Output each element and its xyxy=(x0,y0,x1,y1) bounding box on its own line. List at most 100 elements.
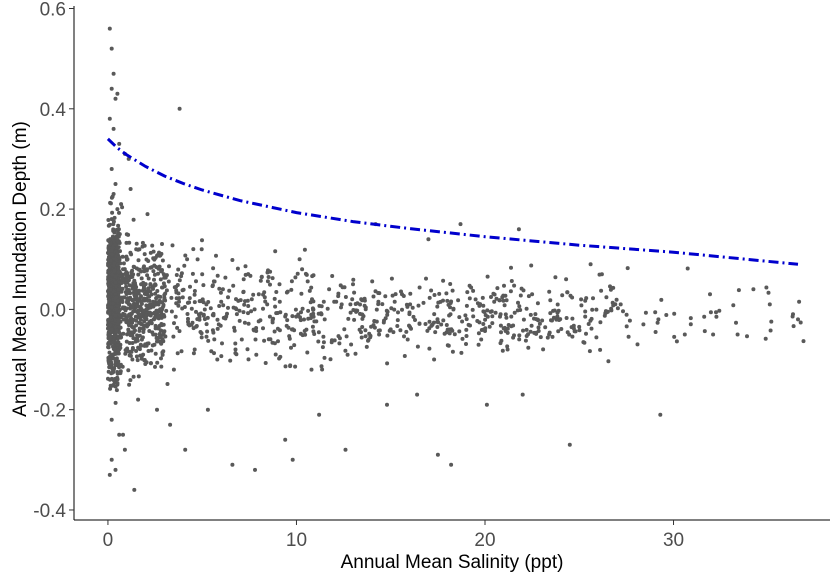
data-point xyxy=(142,252,147,257)
data-point xyxy=(359,335,364,340)
data-point xyxy=(688,316,693,321)
data-point xyxy=(199,335,204,340)
data-point xyxy=(293,364,298,369)
data-point xyxy=(145,298,150,303)
data-point xyxy=(797,299,802,304)
data-point xyxy=(132,487,137,492)
data-point xyxy=(120,205,125,210)
data-point xyxy=(321,299,326,304)
data-point xyxy=(343,348,348,353)
data-point xyxy=(465,290,470,295)
data-point xyxy=(538,335,543,340)
data-point xyxy=(798,320,803,325)
data-point xyxy=(302,317,306,322)
data-point xyxy=(606,359,611,364)
data-point xyxy=(130,268,135,273)
data-point xyxy=(163,298,168,303)
data-point xyxy=(537,321,542,326)
data-point xyxy=(159,341,164,346)
data-point xyxy=(501,298,506,303)
data-point xyxy=(284,290,289,295)
data-point xyxy=(626,334,631,339)
data-point xyxy=(123,351,128,356)
data-point xyxy=(468,323,472,328)
data-point xyxy=(108,287,113,292)
data-point xyxy=(183,447,188,452)
data-point xyxy=(136,272,141,277)
data-point xyxy=(277,299,282,304)
data-point xyxy=(161,332,166,337)
data-point xyxy=(113,96,118,101)
data-point xyxy=(107,472,112,477)
data-point xyxy=(121,317,126,322)
data-point xyxy=(151,249,156,254)
data-point xyxy=(158,307,163,312)
data-point xyxy=(156,300,161,304)
data-point xyxy=(114,357,119,362)
data-point xyxy=(498,341,503,346)
data-point xyxy=(215,317,220,322)
data-point xyxy=(115,238,120,243)
data-point xyxy=(352,317,357,322)
data-point xyxy=(108,201,113,206)
data-point xyxy=(126,321,131,326)
data-point xyxy=(123,281,128,285)
data-point xyxy=(211,311,216,316)
data-point xyxy=(218,323,223,328)
data-point xyxy=(395,318,400,323)
data-point xyxy=(577,324,582,329)
data-point xyxy=(299,291,304,296)
data-point xyxy=(192,347,197,352)
data-point xyxy=(134,241,139,246)
data-point xyxy=(309,285,314,290)
data-point xyxy=(130,298,135,303)
data-point xyxy=(180,288,185,293)
data-point xyxy=(512,310,517,315)
data-point xyxy=(541,347,546,352)
data-point xyxy=(251,292,256,297)
data-point xyxy=(152,310,157,315)
data-point xyxy=(140,335,145,340)
data-point xyxy=(126,232,131,237)
data-point xyxy=(582,340,587,345)
data-point xyxy=(283,437,288,442)
y-axis-ticks: -0.4 -0.2 0.0 0.2 0.4 0.6 xyxy=(33,0,74,522)
data-point xyxy=(329,338,334,343)
data-point xyxy=(407,312,412,317)
data-point xyxy=(484,402,489,407)
data-point xyxy=(768,328,773,333)
data-point xyxy=(289,279,294,284)
data-point xyxy=(112,379,117,384)
data-point xyxy=(635,342,640,347)
data-point xyxy=(158,294,163,299)
data-point xyxy=(429,288,434,293)
data-point xyxy=(320,367,325,372)
data-point xyxy=(310,297,314,302)
data-point xyxy=(408,302,413,307)
y-tick-label: 0.2 xyxy=(40,200,66,221)
data-point xyxy=(567,442,572,447)
data-point xyxy=(470,307,475,312)
data-point xyxy=(362,296,367,301)
data-point xyxy=(136,258,141,263)
data-point xyxy=(121,305,125,310)
data-point xyxy=(736,288,741,293)
data-point xyxy=(109,417,114,422)
data-point xyxy=(488,309,493,314)
data-point xyxy=(540,318,545,323)
data-point xyxy=(458,222,463,227)
data-point xyxy=(106,263,111,268)
data-point xyxy=(435,325,440,329)
data-point xyxy=(351,282,355,287)
data-point xyxy=(211,330,216,335)
data-point xyxy=(124,339,129,344)
data-point xyxy=(290,314,295,319)
data-point xyxy=(374,319,379,324)
data-point xyxy=(417,321,422,326)
data-point xyxy=(130,330,135,335)
data-point xyxy=(357,327,362,332)
data-point xyxy=(177,106,182,111)
data-point xyxy=(450,288,455,293)
data-point xyxy=(138,312,143,317)
data-point xyxy=(385,402,389,407)
